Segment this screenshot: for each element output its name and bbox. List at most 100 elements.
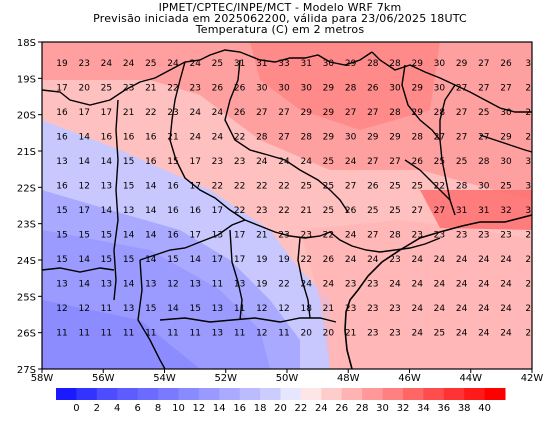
lon-tick-label: 44W [459, 373, 482, 384]
temperature-value: 17 [212, 255, 223, 265]
temperature-value: 14 [123, 280, 135, 290]
colorbar-tick-label: 16 [233, 403, 246, 414]
temperature-value: 26 [500, 59, 512, 69]
temperature-value: 30 [345, 133, 357, 143]
temperature-value: 29 [367, 133, 379, 143]
temperature-value: 16 [145, 157, 157, 167]
colorbar-tick-label: 20 [274, 403, 287, 414]
colorbar-swatch [402, 388, 424, 400]
temperature-value: 29 [323, 84, 335, 94]
temperature-value: 23 [78, 59, 89, 69]
temperature-value: 16 [167, 231, 179, 241]
temperature-value: 21 [323, 304, 334, 314]
temperature-value: 23 [234, 157, 245, 167]
temperature-value: 30 [478, 182, 490, 192]
temperature-value: 27 [345, 182, 356, 192]
temperature-value: 23 [367, 329, 378, 339]
temperature-value: 16 [56, 182, 68, 192]
temperature-value: 29 [411, 59, 423, 69]
temperature-value: 2 [525, 304, 531, 314]
temperature-value: 12 [56, 304, 67, 314]
temperature-value: 25 [212, 59, 223, 69]
temperature-value: 28 [478, 157, 490, 167]
lat-tick-label: 25S [17, 292, 36, 303]
lat-tick-label: 21S [17, 147, 36, 158]
temperature-value: 13 [101, 280, 112, 290]
temperature-value: 16 [167, 182, 179, 192]
temperature-value: 30 [500, 157, 512, 167]
temperature-value: 23 [434, 231, 445, 241]
temperature-value: 26 [234, 84, 246, 94]
temperature-value: 22 [167, 84, 178, 94]
colorbar-tick-label: 10 [172, 403, 185, 414]
temperature-value: 30 [434, 84, 446, 94]
colorbar-swatch [382, 388, 404, 400]
temperature-value: 14 [101, 206, 113, 216]
temperature-value: 15 [123, 255, 134, 265]
temperature-value: 19 [278, 255, 290, 265]
temperature-value: 28 [256, 133, 268, 143]
colorbar-swatch [300, 388, 322, 400]
temperature-value: 22 [234, 133, 245, 143]
temperature-value: 24 [411, 255, 423, 265]
temperature-value: 26 [345, 206, 357, 216]
temperature-value: 22 [256, 182, 267, 192]
colorbar-swatch [464, 388, 486, 400]
temperature-value: 30 [300, 84, 312, 94]
temperature-value: 16 [56, 108, 68, 118]
temperature-value: 21 [300, 206, 311, 216]
temperature-value: 17 [189, 182, 200, 192]
temperature-value: 17 [189, 157, 200, 167]
temperature-value: 26 [234, 108, 246, 118]
temperature-value: 25 [323, 182, 334, 192]
temperature-value: 26 [367, 182, 379, 192]
temperature-value: 27 [389, 157, 400, 167]
lat-tick-label: 18S [17, 38, 36, 49]
temperature-value: 24 [345, 255, 357, 265]
temperature-value: 14 [145, 206, 157, 216]
temperature-value: 21 [145, 84, 156, 94]
lat-tick-label: 24S [17, 256, 36, 267]
temperature-value: 13 [123, 206, 134, 216]
temperature-value: 24 [345, 157, 357, 167]
temperature-value: 11 [234, 329, 245, 339]
temperature-value: 11 [145, 329, 156, 339]
temperature-value: 20 [323, 329, 335, 339]
temperature-value: 24 [300, 280, 312, 290]
temperature-value: 14 [78, 133, 90, 143]
temperature-value: 27 [478, 84, 489, 94]
temperature-value: 13 [212, 304, 223, 314]
colorbar-tick-label: 34 [417, 403, 430, 414]
lon-tick-label: 42W [521, 373, 544, 384]
temperature-value: 25 [456, 157, 467, 167]
colorbar-tick-label: 0 [73, 403, 79, 414]
temperature-value: 27 [367, 108, 378, 118]
temperature-value: 23 [256, 206, 267, 216]
temperature-value: 24 [167, 59, 179, 69]
temperature-value: 11 [123, 329, 134, 339]
colorbar-swatch [280, 388, 302, 400]
temperature-value: 29 [345, 59, 357, 69]
temperature-value: 11 [56, 329, 67, 339]
temperature-value: 17 [78, 108, 89, 118]
lon-tick-label: 46W [398, 373, 421, 384]
temperature-value: 2 [525, 108, 531, 118]
temperature-value: 2 [525, 231, 531, 241]
temperature-value: 17 [234, 255, 245, 265]
colorbar-tick-label: 40 [478, 403, 491, 414]
temperature-value: 24 [189, 59, 201, 69]
temperature-value: 15 [101, 255, 112, 265]
temperature-value: 12 [256, 329, 267, 339]
temperature-value: 24 [478, 304, 490, 314]
temperature-value: 22 [323, 231, 334, 241]
temperature-value: 13 [212, 329, 223, 339]
temperature-value: 24 [500, 329, 512, 339]
temperature-value: 29 [411, 108, 423, 118]
temperature-value: 28 [434, 108, 446, 118]
temperature-value: 15 [78, 231, 89, 241]
colorbar-tick-label: 2 [94, 403, 100, 414]
temperature-value: 24 [456, 255, 468, 265]
temperature-value: 24 [434, 304, 446, 314]
temperature-value: 25 [389, 206, 400, 216]
